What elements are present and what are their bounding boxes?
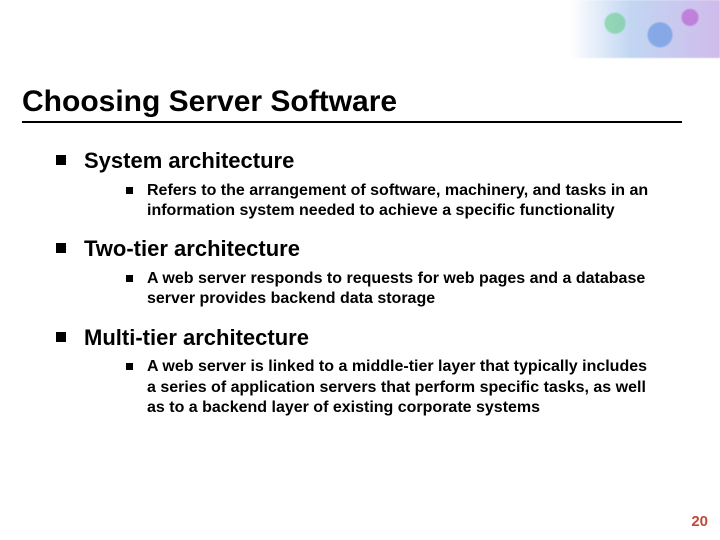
square-bullet-icon	[126, 363, 133, 370]
square-bullet-icon	[126, 275, 133, 282]
title-underline	[22, 121, 682, 123]
bullet-lvl2-text: A web server responds to requests for we…	[147, 269, 658, 310]
slide-body: Choosing Server Software System architec…	[0, 0, 720, 540]
bullet-lvl2-text: A web server is linked to a middle-tier …	[147, 357, 658, 418]
bullet-lvl2: A web server is linked to a middle-tier …	[126, 357, 658, 418]
bullet-lvl1-text: Two-tier architecture	[84, 235, 300, 263]
bullet-lvl1: Two-tier architecture	[56, 235, 698, 263]
bullet-lvl2: A web server responds to requests for we…	[126, 269, 658, 310]
bullet-lvl1-text: System architecture	[84, 147, 294, 175]
square-bullet-icon	[126, 187, 133, 194]
page-number: 20	[691, 513, 708, 530]
bullet-lvl2: Refers to the arrangement of software, m…	[126, 181, 658, 222]
square-bullet-icon	[56, 243, 66, 253]
bullet-lvl1: Multi-tier architecture	[56, 324, 698, 352]
square-bullet-icon	[56, 155, 66, 165]
square-bullet-icon	[56, 332, 66, 342]
bullet-lvl2-text: Refers to the arrangement of software, m…	[147, 181, 658, 222]
bullet-lvl1-text: Multi-tier architecture	[84, 324, 309, 352]
bullet-lvl1: System architecture	[56, 147, 698, 175]
slide-title: Choosing Server Software	[22, 85, 698, 119]
